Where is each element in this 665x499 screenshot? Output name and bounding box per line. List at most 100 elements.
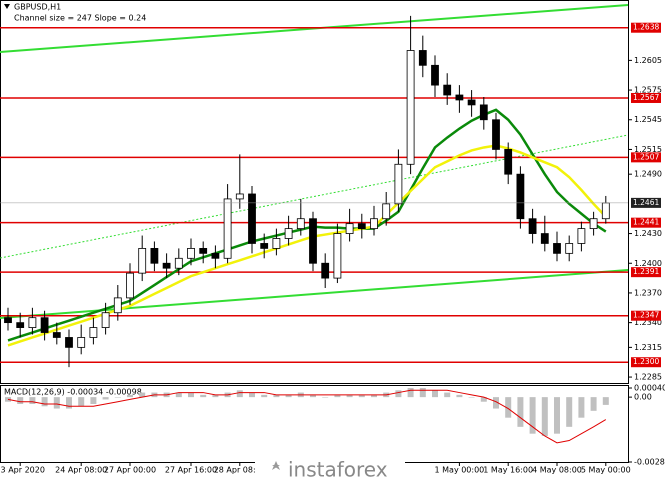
x-tick-label: 27 Apr 00:00 [104, 466, 156, 475]
candle-body [516, 173, 525, 220]
macd-bar [261, 394, 268, 398]
level-label: 1.2638 [633, 23, 659, 32]
level-tag [631, 310, 661, 321]
candle-body [138, 248, 147, 274]
macd-y-tick-label: 0.00 [634, 393, 652, 402]
candle-body [589, 218, 598, 230]
candle-body [504, 149, 513, 175]
candle-body [113, 297, 122, 314]
macd-bar [602, 397, 609, 405]
candle-body [101, 312, 110, 328]
macd-bar [566, 397, 573, 427]
x-tick-label: 4 May 08:00 [532, 466, 582, 475]
candle-body [174, 257, 183, 269]
macd-y-tick-label: 0.00040 [634, 384, 665, 393]
candle-body [540, 233, 549, 244]
macd-bar [273, 394, 280, 398]
moving-average [7, 108, 607, 342]
candle-body [28, 317, 37, 328]
chart-subtitle: Channel size = 247 Slope = 0.24 [14, 14, 146, 23]
macd-bar [236, 390, 243, 398]
macd-bar [358, 394, 365, 398]
macd-bar [102, 397, 109, 400]
macd-bar [395, 390, 402, 398]
macd-bar [517, 397, 524, 427]
candle-body [284, 228, 293, 239]
price-panel [0, 0, 629, 384]
candle-body [4, 317, 12, 324]
candle-body [394, 163, 403, 205]
candle-body [150, 248, 159, 264]
candle-body [260, 243, 269, 249]
candle-body [577, 228, 586, 244]
macd-bar [249, 392, 255, 398]
candle-body [565, 243, 574, 254]
candle-body [479, 104, 488, 121]
macd-bar [493, 397, 499, 409]
level-label: 1.2391 [633, 267, 659, 276]
level-tag [631, 92, 661, 103]
macd-bar [212, 394, 219, 398]
candle-body [77, 337, 86, 348]
title-marker [4, 4, 10, 9]
candle-body [333, 233, 342, 279]
macd-bar [90, 397, 97, 404]
candle-body [65, 337, 73, 348]
candle-body [443, 84, 452, 96]
candle-body [382, 203, 391, 220]
y-tick-label: 1.2340 [634, 318, 662, 327]
level-label: 1.2441 [633, 218, 659, 227]
y-tick-label: 1.2490 [634, 170, 662, 179]
plot [0, 15, 628, 368]
y-tick-label: 1.2430 [634, 229, 662, 238]
macd-bar [590, 397, 597, 411]
y-tick-label: 1.2285 [634, 373, 662, 382]
macd-bar [480, 397, 487, 402]
candle-body [467, 99, 476, 106]
y-tick-label: 1.2575 [634, 86, 662, 95]
macd-bar [41, 397, 48, 407]
x-tick-label: 27 Apr 16:00 [165, 466, 217, 475]
macd-y-tick-label: -0.00284 [634, 458, 665, 467]
y-tick-label: 1.2315 [634, 343, 662, 352]
macd-bar [175, 392, 182, 398]
channel-upper [0, 4, 629, 53]
current-price-tag [631, 197, 661, 208]
candle-body [211, 252, 220, 259]
macd-bar [334, 394, 341, 398]
y-tick-label: 1.2370 [634, 288, 662, 297]
level-tag [631, 357, 661, 368]
candle-body [16, 322, 25, 328]
y-tick-label: 1.2545 [634, 115, 662, 124]
macd-bar [29, 397, 36, 404]
macd-bar [407, 388, 414, 398]
macd-bar [529, 397, 536, 434]
level-label: 1.2507 [633, 152, 659, 161]
candle-body [309, 218, 317, 264]
macd-bar [554, 397, 560, 434]
candle-body [345, 223, 354, 234]
candle-body [321, 262, 330, 279]
x-tick-label: 1 May 00:00 [435, 466, 485, 475]
level-tag [631, 217, 661, 228]
watermark-logo [272, 461, 280, 470]
macd-bar [66, 397, 72, 409]
candle-body [418, 50, 427, 66]
candle-body [553, 243, 561, 254]
candle-body [370, 218, 378, 230]
level-tag [631, 22, 661, 33]
macd-bar [346, 394, 353, 398]
macd-bar [17, 397, 24, 404]
level-tag [631, 152, 661, 163]
macd-title: MACD(12,26,9) -0.00034 -0.00098 [4, 388, 142, 397]
y-tick-label: 1.2400 [634, 259, 662, 268]
candle-body [272, 238, 281, 249]
candle-body [601, 202, 610, 220]
macd-bar [456, 394, 463, 398]
x-tick-label: 28 Apr 08:00 [214, 466, 266, 475]
candle-body [89, 327, 98, 338]
candle-body [296, 218, 305, 230]
candle-body [248, 193, 256, 244]
